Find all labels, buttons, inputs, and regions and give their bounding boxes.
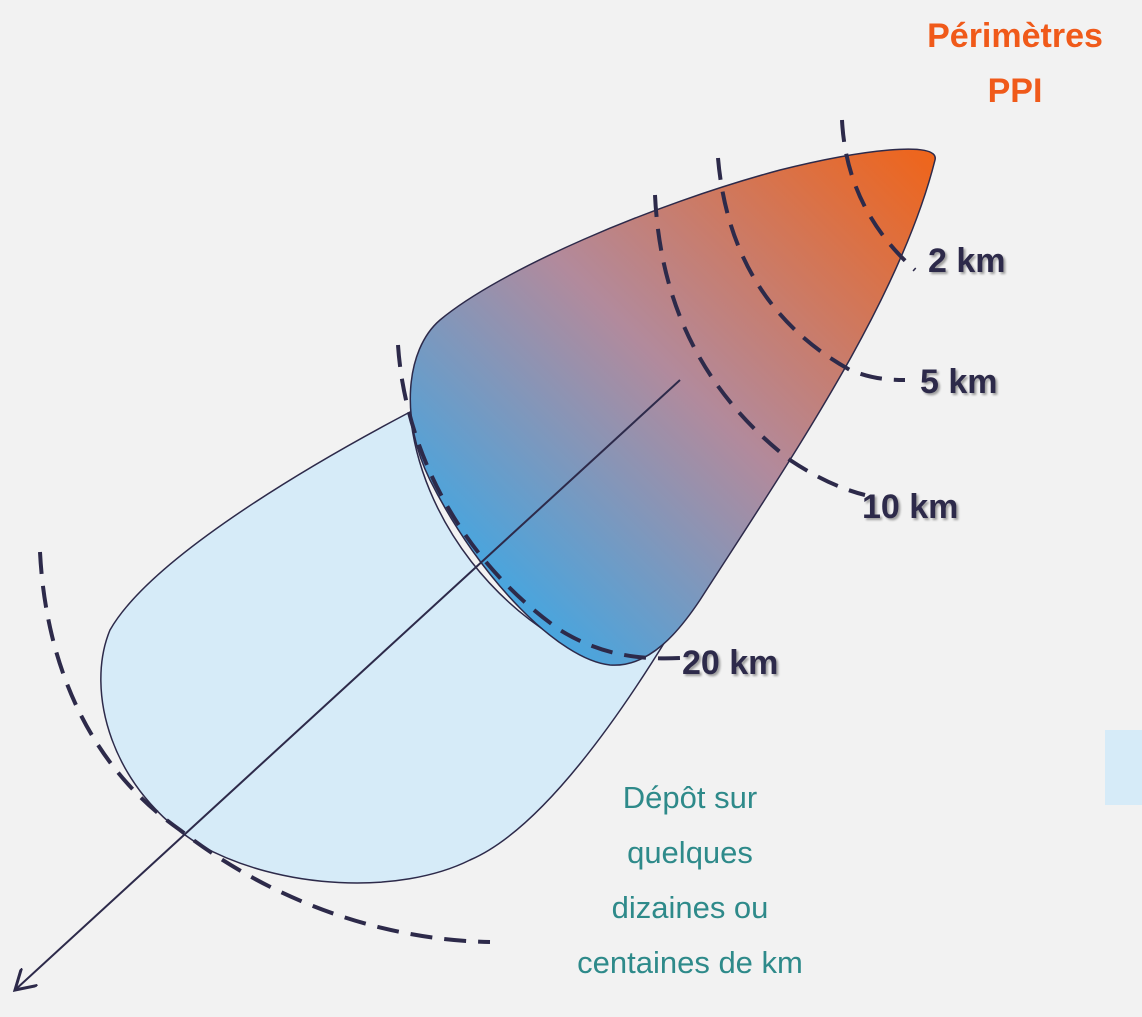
note-line: Dépôt sur — [623, 780, 757, 815]
note-line: quelques — [627, 835, 753, 870]
ring-label: 5 km — [920, 363, 998, 401]
ring-label: 2 km — [928, 242, 1006, 280]
title-line: PPI — [988, 72, 1043, 110]
note-line: dizaines ou — [612, 890, 769, 925]
diagram: Périmètres PPI 2 km 5 km 10 km 20 km Dép… — [0, 0, 1142, 1017]
side-box — [1105, 730, 1142, 805]
ring-label: 20 km — [682, 644, 778, 682]
title-line: Périmètres — [927, 17, 1103, 55]
ring-label: 10 km — [862, 488, 958, 526]
note-line: centaines de km — [577, 945, 803, 980]
